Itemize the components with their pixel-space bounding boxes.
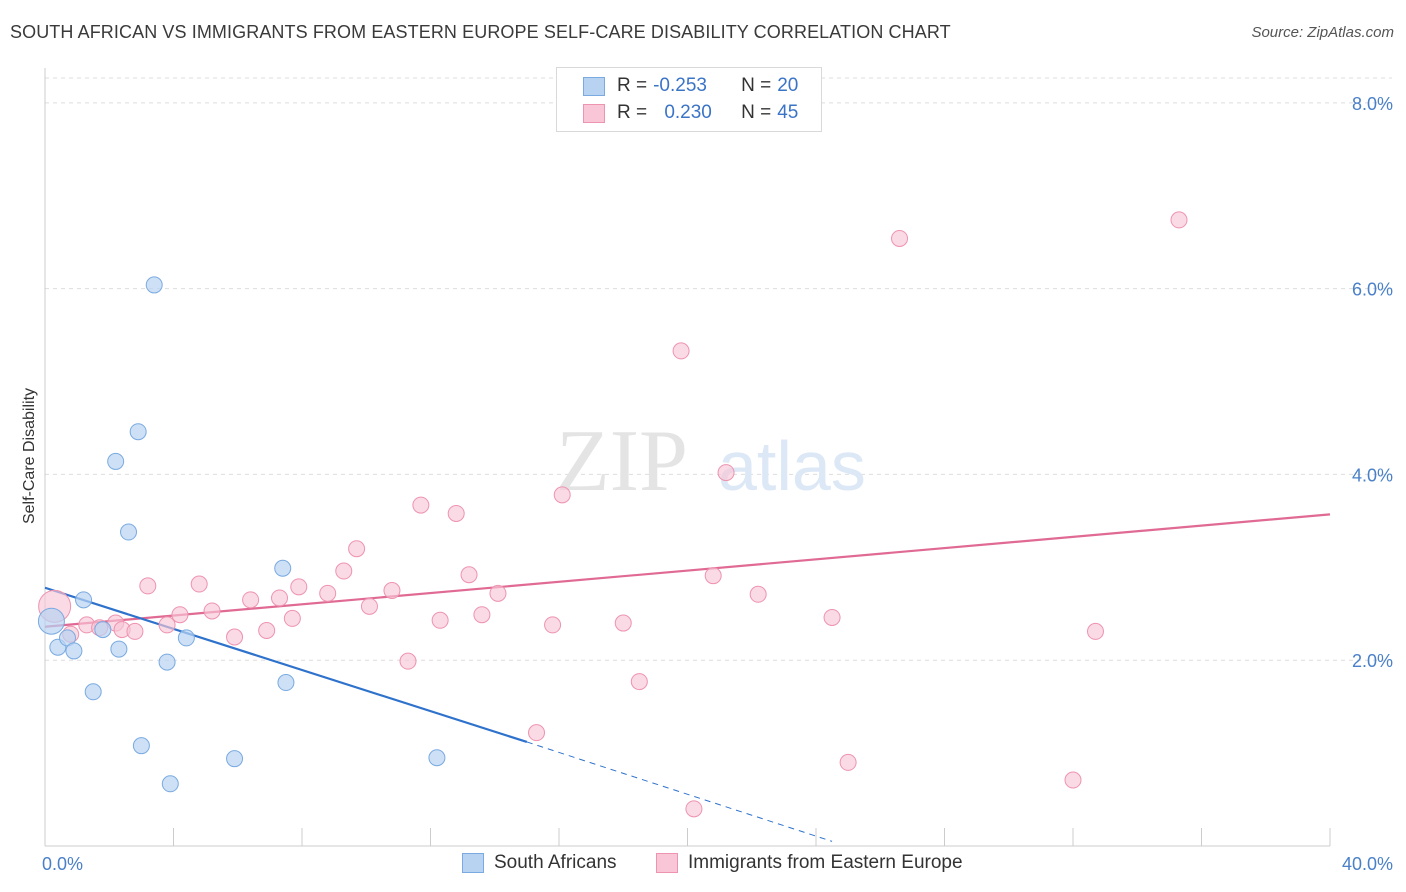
- data-point-south-africans: [75, 591, 93, 609]
- legend-r-value: -0.253: [653, 75, 707, 96]
- legend-row-eastern-europe: R = 0.230 N = 45: [583, 100, 798, 126]
- trend-line-eastern-europe: [44, 513, 1331, 628]
- data-point-eastern-europe: [319, 584, 337, 602]
- trend-lines: [44, 513, 1331, 842]
- data-point-eastern-europe: [271, 589, 289, 607]
- data-point-eastern-europe: [290, 578, 308, 596]
- data-point-eastern-europe: [203, 602, 221, 620]
- tick-labels: 2.0% 4.0% 6.0% 8.0% 0.0% 40.0%: [42, 94, 1393, 874]
- legend-r-label: R =: [617, 102, 648, 123]
- data-point-south-africans: [145, 276, 163, 294]
- data-point-eastern-europe: [1086, 622, 1104, 640]
- data-point-eastern-europe: [447, 504, 465, 522]
- data-point-eastern-europe: [360, 597, 378, 615]
- data-point-south-africans: [177, 629, 195, 647]
- legend-r-value: 0.230: [664, 102, 712, 123]
- data-point-south-africans: [110, 640, 128, 658]
- data-point-eastern-europe: [460, 566, 478, 584]
- data-point-eastern-europe: [614, 614, 632, 632]
- y-tick-label: 6.0%: [1352, 280, 1393, 300]
- trend-line-south-africans: [44, 586, 528, 744]
- axes: [44, 68, 1331, 847]
- data-point-eastern-europe: [704, 567, 722, 585]
- legend-n-value: 20: [777, 75, 799, 96]
- x-tick-label: 0.0%: [42, 854, 83, 874]
- data-point-eastern-europe: [823, 608, 841, 626]
- y-tick-label: 2.0%: [1352, 651, 1393, 671]
- data-point-eastern-europe: [158, 616, 176, 634]
- data-point-eastern-europe: [258, 621, 276, 639]
- watermark-atlas: atlas: [718, 427, 866, 505]
- data-point-eastern-europe: [283, 609, 301, 627]
- data-point-eastern-europe: [489, 584, 507, 602]
- data-point-south-africans: [84, 683, 102, 701]
- data-point-eastern-europe: [412, 496, 430, 514]
- data-point-south-africans: [277, 674, 295, 692]
- trend-line-south-africans-extension: [526, 741, 833, 842]
- data-point-eastern-europe: [528, 724, 546, 742]
- data-point-eastern-europe: [126, 622, 144, 640]
- series-legend-south-africans: South Africans: [462, 852, 617, 874]
- legend-swatch-blue: [583, 76, 605, 96]
- series-swatch-blue: [462, 853, 484, 873]
- data-point-eastern-europe: [383, 582, 401, 600]
- data-point-south-africans: [65, 642, 83, 660]
- data-point-south-africans: [132, 737, 150, 755]
- legend-n-value: 45: [777, 102, 799, 123]
- y-tick-label: 4.0%: [1352, 465, 1393, 485]
- data-point-eastern-europe: [553, 486, 571, 504]
- watermark-zip: ZIP: [556, 413, 688, 510]
- legend-swatch-pink: [583, 103, 605, 123]
- chart-title: SOUTH AFRICAN VS IMMIGRANTS FROM EASTERN…: [10, 22, 951, 42]
- data-point-south-africans: [37, 607, 65, 635]
- data-point-eastern-europe: [685, 800, 703, 818]
- y-tick-label: 8.0%: [1352, 94, 1393, 114]
- x-tick-label: 40.0%: [1342, 854, 1393, 874]
- data-point-eastern-europe: [139, 577, 157, 595]
- legend-row-south-africans: R = -0.253 N = 20: [583, 73, 798, 99]
- data-point-eastern-europe: [1064, 771, 1082, 789]
- data-point-south-africans: [161, 775, 179, 793]
- series-name: South Africans: [494, 852, 617, 873]
- data-point-south-africans: [158, 653, 176, 671]
- data-point-eastern-europe: [473, 606, 491, 624]
- stats-legend: R = -0.253 N = 20 R = 0.230 N = 45: [556, 67, 822, 132]
- data-point-south-africans: [226, 750, 244, 768]
- data-point-eastern-europe: [891, 229, 909, 247]
- data-point-eastern-europe: [431, 611, 449, 629]
- data-point-eastern-europe: [1170, 211, 1188, 229]
- source-label: Source: ZipAtlas.com: [1251, 24, 1394, 41]
- data-point-eastern-europe: [399, 652, 417, 670]
- data-point-eastern-europe: [190, 575, 208, 593]
- data-point-eastern-europe: [749, 585, 767, 603]
- data-point-eastern-europe: [171, 606, 189, 624]
- data-point-south-africans: [120, 523, 138, 541]
- data-point-eastern-europe: [839, 753, 857, 771]
- data-point-eastern-europe: [348, 540, 366, 558]
- data-point-south-africans: [107, 452, 125, 470]
- data-points: [37, 211, 1188, 818]
- data-point-eastern-europe: [672, 342, 690, 360]
- legend-n-label: N =: [741, 75, 772, 96]
- data-point-south-africans: [129, 423, 147, 441]
- series-swatch-pink: [656, 853, 678, 873]
- data-point-south-africans: [94, 621, 112, 639]
- data-point-eastern-europe: [242, 591, 260, 609]
- data-point-south-africans: [428, 749, 446, 767]
- series-legend: South Africans Immigrants from Eastern E…: [0, 852, 1406, 878]
- data-point-eastern-europe: [335, 562, 353, 580]
- data-point-eastern-europe: [544, 616, 562, 634]
- series-legend-eastern-europe: Immigrants from Eastern Europe: [656, 852, 963, 874]
- data-point-eastern-europe: [717, 464, 735, 482]
- legend-n-label: N =: [741, 102, 772, 123]
- legend-r-label: R =: [617, 75, 648, 96]
- data-point-south-africans: [274, 559, 292, 577]
- series-name: Immigrants from Eastern Europe: [688, 852, 963, 873]
- data-point-eastern-europe: [226, 628, 244, 646]
- data-point-eastern-europe: [630, 673, 648, 691]
